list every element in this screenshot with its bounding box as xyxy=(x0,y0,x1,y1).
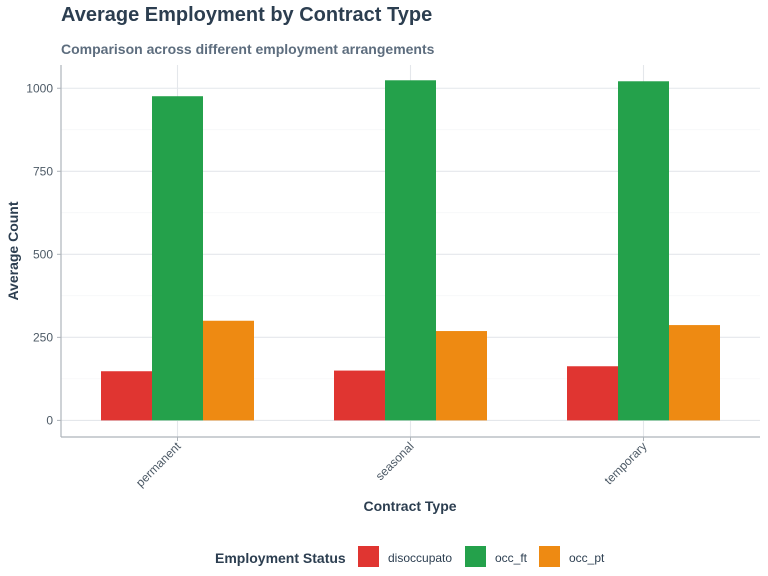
bar-seasonal-occ_ft xyxy=(385,80,436,421)
y-tick-label: 0 xyxy=(46,413,53,427)
x-tick-label: permanent xyxy=(133,439,184,490)
y-axis-title: Average Count xyxy=(5,201,21,300)
legend-title: Employment Status xyxy=(215,550,346,566)
legend-key-occ_pt xyxy=(539,546,560,567)
y-tick-label: 1000 xyxy=(26,81,53,95)
bar-seasonal-occ_pt xyxy=(436,331,487,421)
chart-title: Average Employment by Contract Type xyxy=(61,4,433,26)
x-tick-label: temporary xyxy=(602,439,650,487)
y-tick-labels: 0 250 500 750 1000 xyxy=(26,81,61,427)
x-axis-title: Contract Type xyxy=(363,498,456,514)
y-tick-label: 750 xyxy=(33,164,53,178)
bar-permanent-disoccupato xyxy=(101,371,152,421)
y-tick-label: 500 xyxy=(33,247,53,261)
legend-label-occ_pt: occ_pt xyxy=(569,551,605,565)
legend-key-occ_ft xyxy=(465,546,486,567)
legend-key-disoccupato xyxy=(358,546,379,567)
x-tick-labels: permanent seasonal temporary xyxy=(133,437,650,490)
chart-subtitle: Comparison across different employment a… xyxy=(61,41,435,57)
x-tick-label: seasonal xyxy=(373,439,417,483)
legend-label-disoccupato: disoccupato xyxy=(388,551,452,565)
bar-seasonal-disoccupato xyxy=(334,370,385,421)
bar-temporary-occ_pt xyxy=(669,325,720,421)
bar-temporary-disoccupato xyxy=(567,366,618,421)
bar-permanent-occ_pt xyxy=(203,320,254,421)
bars-group xyxy=(101,80,720,421)
bar-temporary-occ_ft xyxy=(618,81,669,421)
bar-permanent-occ_ft xyxy=(152,96,203,421)
legend: Employment Status disoccupato occ_ft occ_p… xyxy=(215,546,605,567)
y-tick-label: 250 xyxy=(33,330,53,344)
legend-label-occ_ft: occ_ft xyxy=(495,551,528,565)
